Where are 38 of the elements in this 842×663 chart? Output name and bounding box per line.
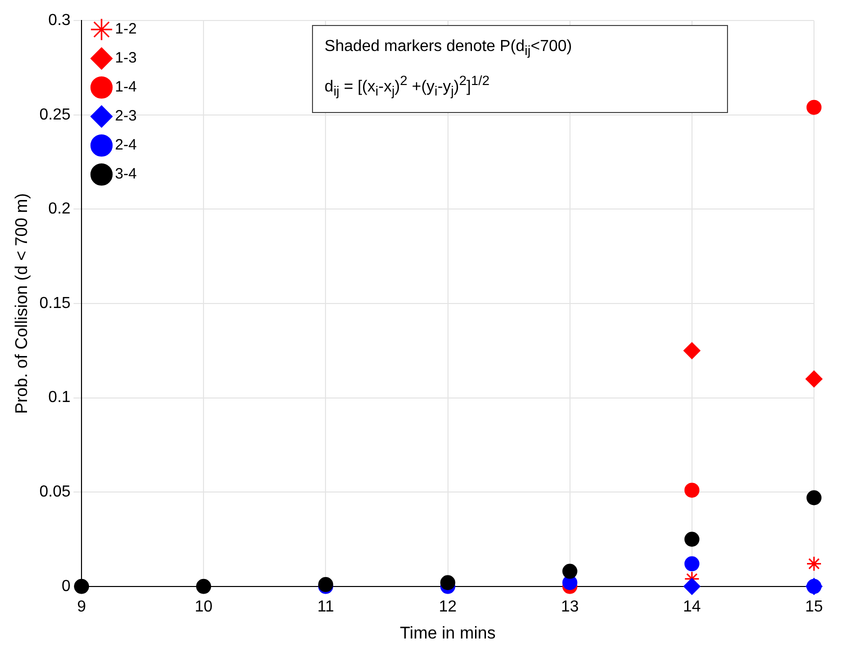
text-box: Shaded markers denote P(d$_{ij}$<700) d$_{ij}$ = [(x$_{i}$-x$_{j}$)$^{2}$ +(y$_{i}$-y$_{j}$)$^{2}$]$^{1/2}$ [312, 24, 728, 114]
point [562, 564, 578, 579]
y-tick-label: 0.3 [48, 12, 71, 30]
point [806, 100, 822, 115]
point [684, 532, 700, 547]
point [684, 556, 700, 572]
point [683, 342, 700, 360]
x-tick-label: 14 [683, 598, 701, 616]
x-tick-label: 13 [560, 598, 579, 616]
point [684, 482, 700, 498]
x-tick-label: 15 [805, 598, 823, 616]
y-tick-label: 0.2 [48, 200, 71, 218]
point [74, 578, 90, 594]
y-tick-label: 0 [62, 578, 71, 595]
point [440, 575, 456, 590]
point [806, 578, 822, 594]
legend-label: 2-4 [115, 136, 137, 154]
x-tick-label: 11 [317, 598, 334, 616]
point [806, 490, 822, 506]
x-tick-label: 9 [77, 598, 86, 616]
annotation: Shaded markers denote P(d$_{ij}$<700) [324, 36, 573, 60]
y-tick-label: 0.25 [39, 106, 71, 124]
x-tick-label: 12 [438, 598, 457, 616]
legend-label: 1-3 [115, 50, 137, 67]
point [196, 578, 212, 594]
point [806, 556, 822, 572]
point [683, 578, 700, 595]
x-axis-title: Time in mins [400, 623, 496, 642]
legend-label: 2-3 [115, 108, 137, 125]
legend-label: 1-2 [115, 20, 137, 38]
x-tick-label: 10 [194, 598, 213, 616]
legend-label: 1-4 [115, 78, 137, 96]
point [806, 370, 822, 388]
y-tick-label: 0.1 [48, 389, 71, 406]
legend-label: 3-4 [115, 166, 137, 183]
y-tick-label: 0.05 [39, 484, 71, 501]
y-tick-label: 0.15 [39, 294, 71, 312]
y-axis-title: Prob. of Collision (d < 700 m) [12, 193, 31, 414]
